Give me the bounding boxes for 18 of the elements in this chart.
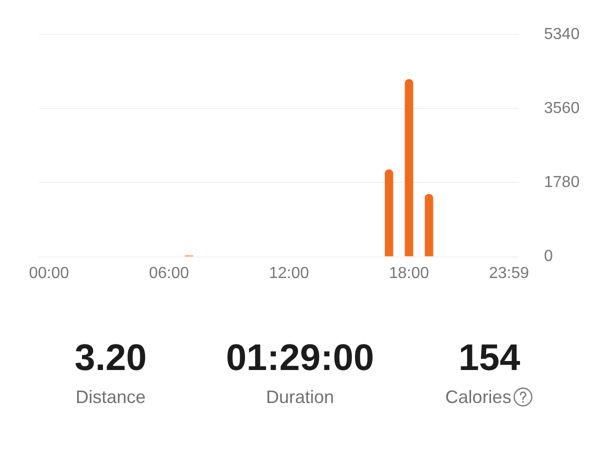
x-tick-label: 18:00 <box>388 264 430 282</box>
y-tick-label: 1780 <box>544 174 580 192</box>
x-tick-label: 23:59 <box>488 264 530 282</box>
bar <box>404 79 414 256</box>
text: 3.20 <box>74 337 147 378</box>
bar <box>424 194 434 256</box>
category-label: Distance <box>76 386 146 408</box>
y-tick-label: 0 <box>544 248 553 266</box>
text: 01:29:00 <box>226 337 374 378</box>
y-tick-label: 3560 <box>544 100 580 118</box>
y-tick-label: 5340 <box>544 26 580 44</box>
x-tick-label: 06:00 <box>148 264 190 282</box>
text: 154 <box>458 337 520 378</box>
category-label: Calories <box>445 386 512 408</box>
category-label: Duration <box>266 386 334 408</box>
x-tick-label: 00:00 <box>28 264 70 282</box>
x-tick-label: 12:00 <box>268 264 310 282</box>
bar <box>384 169 394 256</box>
